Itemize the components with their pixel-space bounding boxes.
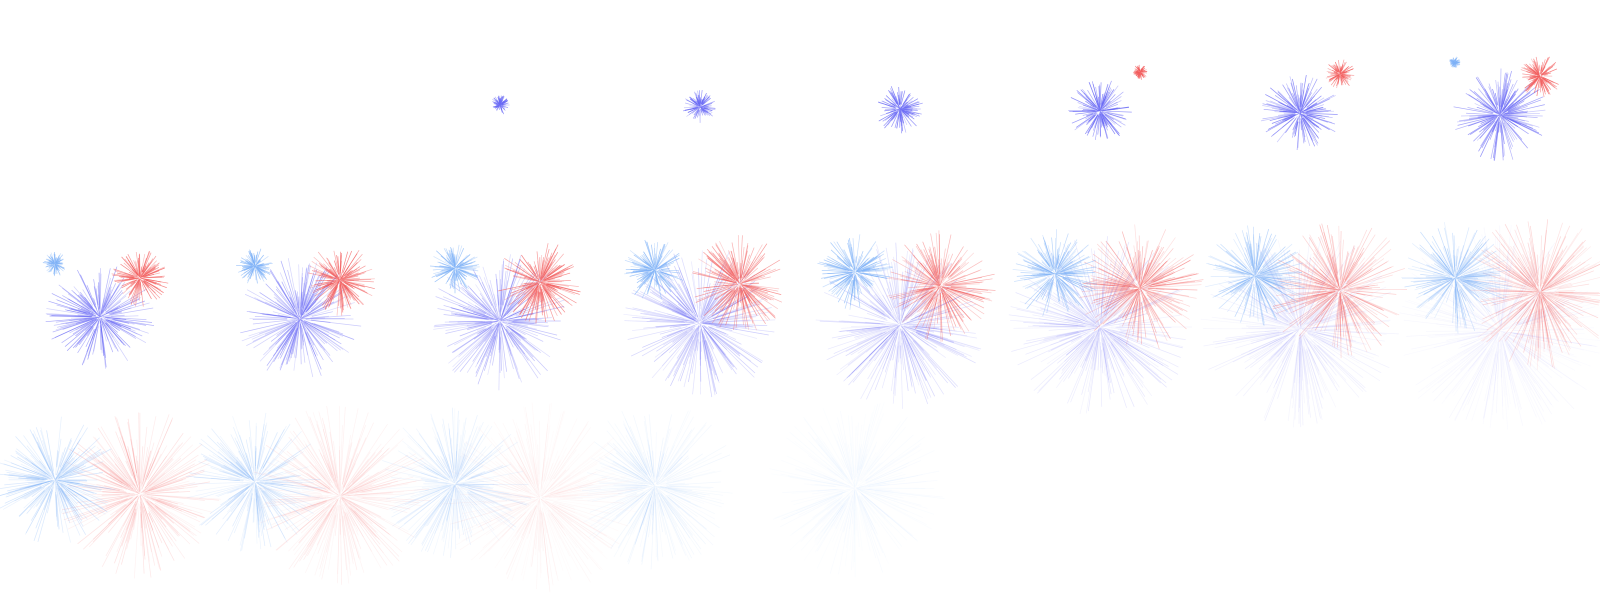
light_blue-burst	[1449, 57, 1460, 68]
frame-6	[1068, 65, 1147, 140]
red-burst	[1133, 65, 1147, 80]
light_blue-burst	[769, 403, 944, 578]
blue-burst	[878, 86, 923, 133]
blue-burst	[1261, 75, 1338, 150]
frame-18	[186, 406, 430, 585]
light_blue-burst	[43, 252, 65, 276]
frame-4	[683, 90, 715, 123]
frame-12	[624, 235, 782, 397]
light_blue-burst	[572, 411, 732, 570]
frame-21	[769, 403, 944, 578]
blue-burst	[492, 95, 509, 114]
frame-15	[1201, 224, 1407, 428]
frame-11	[430, 243, 581, 390]
red-burst	[1469, 219, 1600, 370]
light_blue-burst	[430, 245, 480, 293]
light_blue-burst	[624, 240, 683, 299]
red-burst	[1521, 57, 1559, 97]
frame-14	[1009, 225, 1204, 414]
frame-7	[1261, 60, 1354, 150]
red-burst	[1269, 224, 1407, 359]
frame-17	[0, 413, 221, 579]
red-burst	[1326, 60, 1354, 88]
light_blue-burst	[236, 249, 273, 284]
frame-16	[1399, 219, 1600, 429]
frame-20	[572, 411, 732, 570]
frame-10	[236, 249, 375, 377]
frame-13	[816, 230, 996, 409]
frame-5	[878, 86, 923, 133]
frame-19	[378, 403, 638, 593]
frame-8	[1449, 57, 1558, 161]
blue-burst	[683, 90, 715, 123]
frame-3	[492, 95, 509, 114]
blue-burst	[1068, 81, 1132, 140]
frame-9	[43, 251, 168, 369]
